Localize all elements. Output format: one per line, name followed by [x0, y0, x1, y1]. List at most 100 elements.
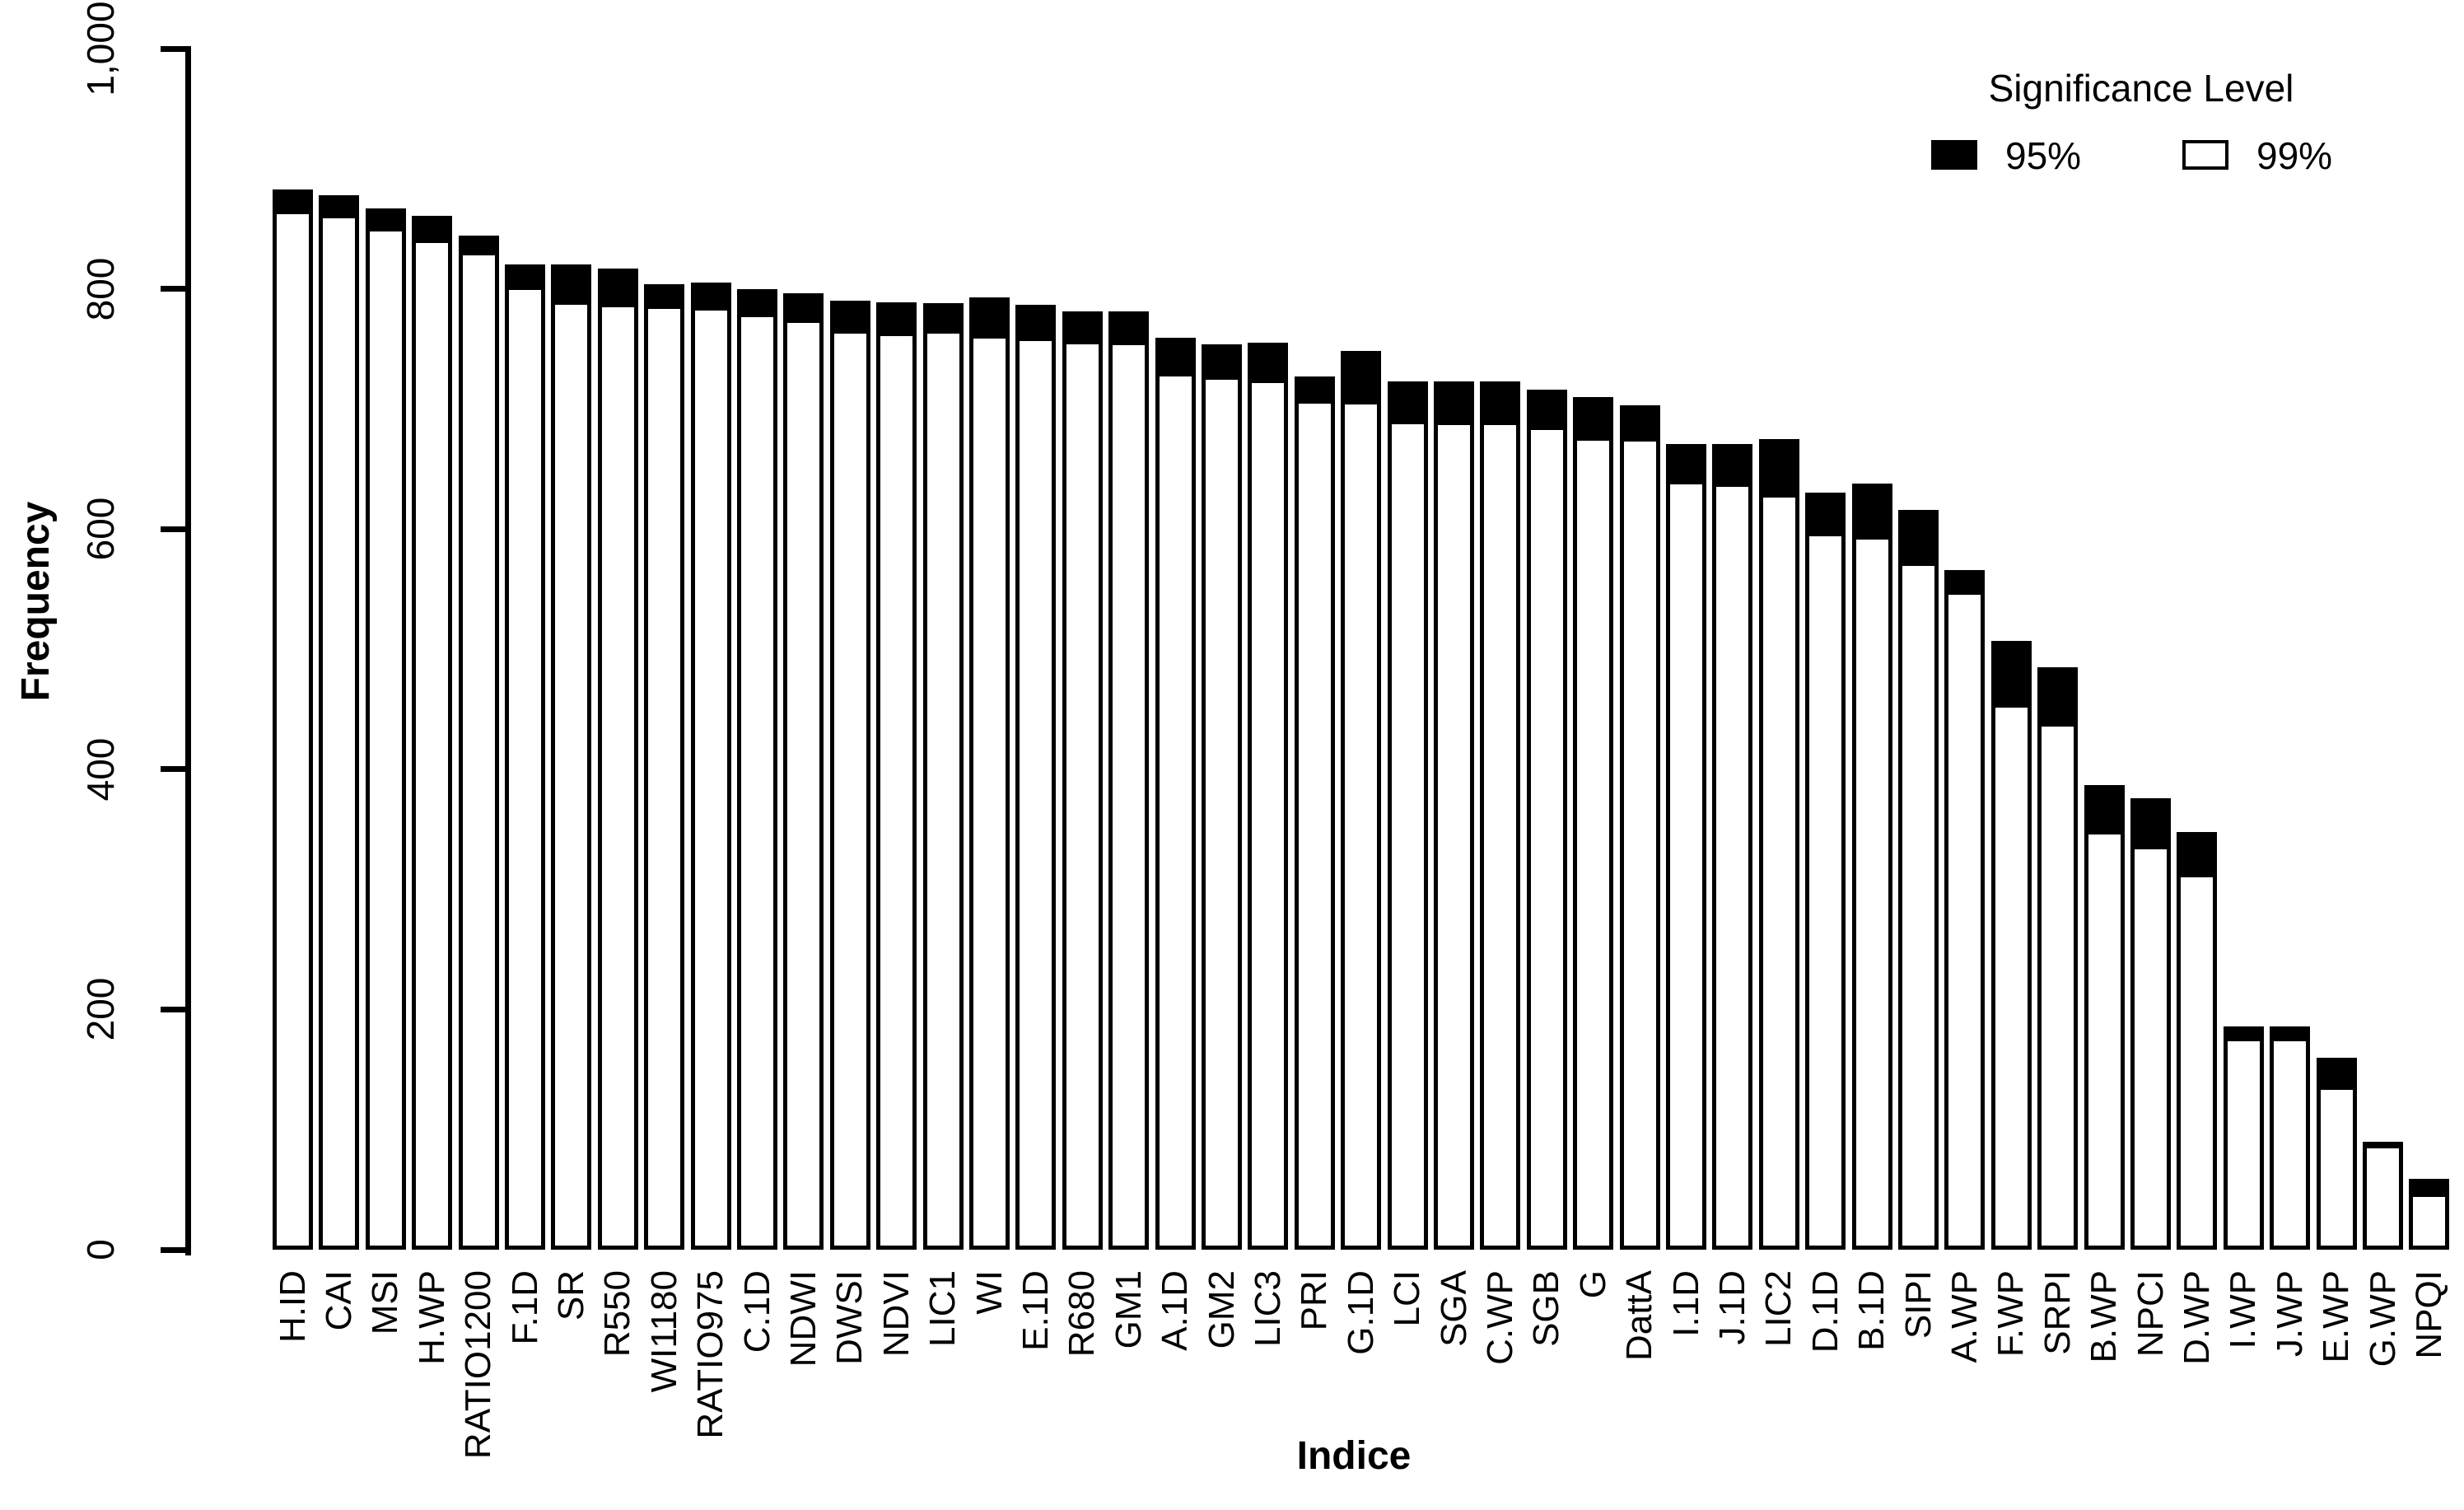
y-tick-label: 800: [79, 257, 122, 320]
x-tick-label: F.WP: [1990, 1270, 2031, 1358]
bar-cap-95: [2135, 802, 2167, 849]
bar: [1480, 381, 1520, 1250]
bar-cap-95: [1252, 347, 1284, 383]
x-tick-label: NDWI: [783, 1270, 824, 1367]
bar: [1573, 397, 1613, 1250]
bar-cap-95: [741, 293, 773, 317]
bar: [1015, 305, 1056, 1250]
legend-row: 95% 99%: [1886, 133, 2396, 180]
bar-cap-95: [416, 220, 448, 243]
x-tick-label: SRPI: [2037, 1270, 2078, 1355]
bar: [691, 283, 731, 1250]
bar: [1527, 390, 1567, 1250]
x-tick-label: B.WP: [2084, 1270, 2124, 1363]
x-tick-label: R680: [1062, 1270, 1102, 1358]
bar-cap-95: [277, 194, 309, 214]
bar-cap-95: [2181, 836, 2213, 877]
bar-cap-95: [463, 240, 495, 255]
bar-cap-95: [973, 302, 1006, 339]
bar-cap-95: [1299, 381, 1331, 404]
y-tick-label: 400: [79, 737, 122, 802]
bar: [2409, 1179, 2449, 1250]
x-tick-label: WI: [969, 1270, 1010, 1315]
bar: [644, 284, 684, 1250]
bar: [551, 264, 591, 1250]
bar: [1666, 444, 1706, 1250]
x-tick-label: E.1D: [1015, 1270, 1056, 1351]
legend-label-95: 95%: [2005, 134, 2082, 177]
bar-cap-95: [1624, 409, 1656, 442]
bar: [969, 297, 1010, 1250]
x-tick-label: J.1D: [1712, 1270, 1752, 1345]
x-tick-label: SIPI: [1898, 1270, 1939, 1339]
y-tick-label: 600: [79, 497, 122, 561]
x-tick-label: D.WP: [2177, 1270, 2217, 1365]
x-axis-title: Indice: [1296, 1434, 1412, 1478]
legend-label-99: 99%: [2256, 134, 2333, 177]
y-axis-title: Frequency: [14, 501, 58, 702]
bar: [1248, 343, 1288, 1250]
x-tick-label: SGB: [1526, 1270, 1566, 1347]
bar-cap-95: [370, 213, 402, 231]
x-tick-label: LIC3: [1248, 1270, 1288, 1347]
bar-cap-95: [1716, 448, 1748, 487]
x-tick-label: G.WP: [2363, 1270, 2403, 1367]
bar-cap-95: [1066, 316, 1099, 344]
y-tick: [161, 526, 185, 532]
x-tick-label: A.WP: [1944, 1270, 1985, 1363]
x-tick-label: B.1D: [1851, 1270, 1892, 1351]
bar-cap-95: [2367, 1146, 2399, 1148]
x-tick-label: H.WP: [412, 1270, 452, 1365]
bar: [1434, 381, 1474, 1250]
bar: [273, 189, 313, 1250]
bar-cap-95: [787, 297, 819, 323]
y-axis-line: [185, 46, 191, 1255]
x-tick-label: PRI: [1294, 1270, 1334, 1331]
bar: [1202, 344, 1242, 1250]
x-tick-label: LIC2: [1758, 1270, 1799, 1347]
bar-cap-95: [834, 305, 866, 334]
x-tick-label: C.1D: [737, 1270, 777, 1353]
bar-cap-95: [1763, 443, 1795, 498]
bar: [1295, 376, 1335, 1250]
bar-cap-95: [555, 269, 587, 305]
bar: [737, 289, 777, 1250]
bar: [1341, 351, 1381, 1250]
y-tick: [161, 766, 185, 773]
y-tick-label: 1,000: [79, 1, 122, 96]
bar: [412, 216, 452, 1250]
x-tick-label: GM2: [1202, 1270, 1242, 1349]
bar-cap-95: [2274, 1031, 2306, 1041]
x-tick-label: F.1D: [505, 1270, 545, 1345]
bar-cap-95: [1160, 342, 1192, 376]
bar-cap-95: [2042, 671, 2074, 727]
bar-cap-95: [695, 287, 727, 311]
bar-cap-95: [1856, 488, 1888, 540]
bar: [923, 303, 964, 1250]
bar: [1991, 641, 2032, 1250]
x-tick-label: NDVI: [876, 1270, 917, 1358]
bar-cap-95: [880, 306, 912, 336]
bar: [1898, 510, 1939, 1250]
x-tick-label: I.WP: [2223, 1270, 2263, 1349]
x-tick-label: RATIO975: [690, 1270, 730, 1439]
bar-cap-95: [509, 269, 541, 290]
bar: [2130, 798, 2171, 1250]
bar: [505, 264, 545, 1250]
x-tick-label: H.ID: [273, 1270, 313, 1343]
bar: [459, 236, 499, 1250]
x-tick-label: G.1D: [1341, 1270, 1381, 1355]
bar-cap-95: [323, 199, 355, 218]
bar: [1620, 405, 1660, 1250]
x-tick-label: G: [1573, 1270, 1613, 1299]
bar: [2177, 832, 2217, 1250]
x-tick-label: GM1: [1108, 1270, 1149, 1349]
bar-cap-95: [1392, 386, 1424, 424]
bar: [319, 195, 359, 1250]
bar-cap-95: [1995, 645, 2028, 708]
bar: [830, 301, 870, 1250]
bar: [1062, 311, 1103, 1250]
bar-cap-95: [1113, 316, 1145, 345]
bar: [1712, 444, 1752, 1250]
